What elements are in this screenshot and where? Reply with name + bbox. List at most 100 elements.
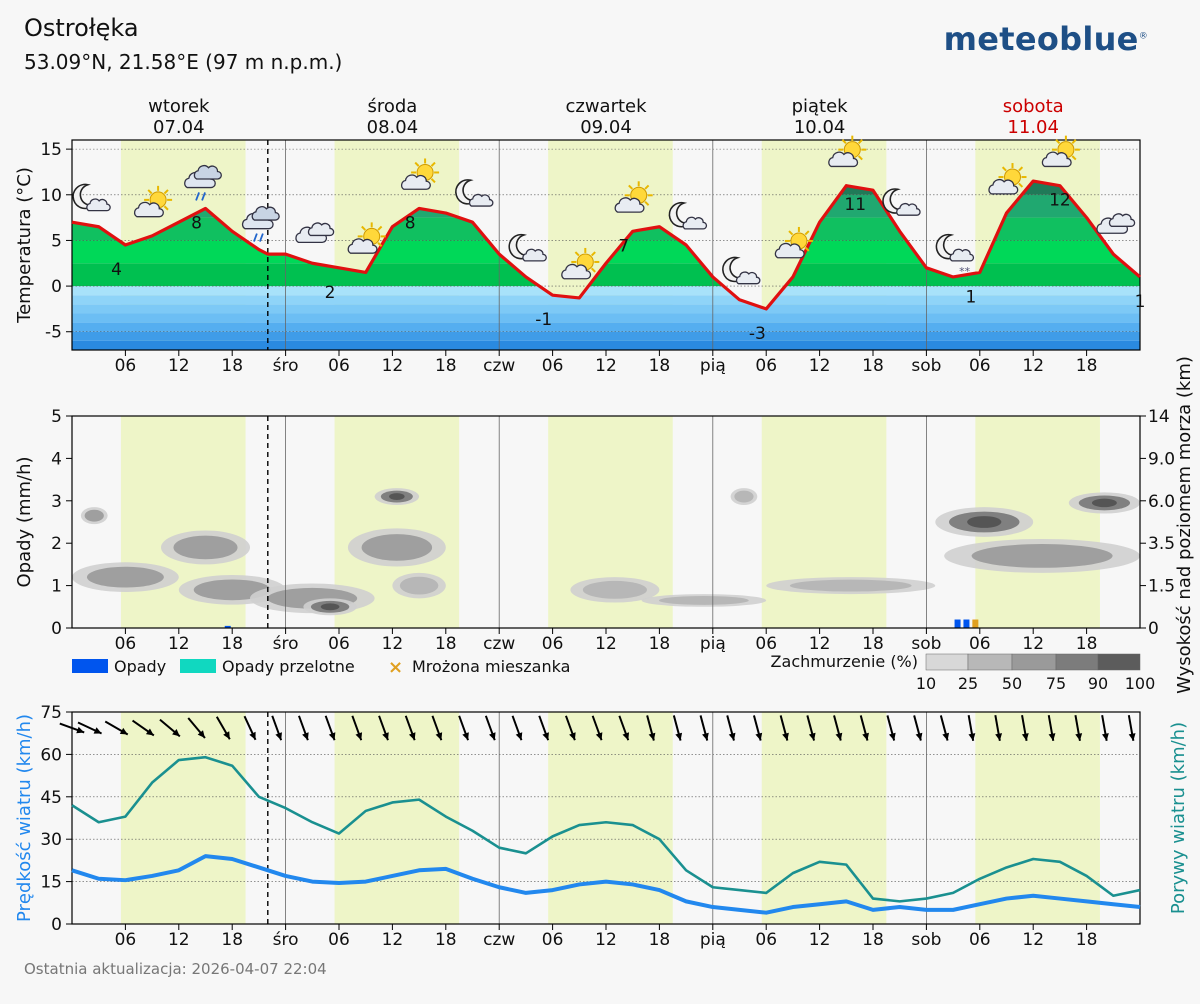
precip-bar <box>972 619 979 628</box>
precip-daylight-band <box>761 416 887 628</box>
rain-drop <box>195 192 200 201</box>
day-date: 10.04 <box>794 117 846 138</box>
wind-gust-y-axis-label: Porywy wiatru (km/h) <box>1168 722 1189 914</box>
sun-ray <box>163 205 169 211</box>
legend-swatch-precip <box>72 659 108 673</box>
wind-direction-arrow <box>104 720 129 736</box>
wind-speed-y-axis-label: Prędkość wiatru (km/h) <box>14 714 35 922</box>
cloud-icon <box>1096 213 1136 234</box>
wind-x-tick-label: 06 <box>328 930 350 950</box>
sun-cloud-icon <box>774 226 813 259</box>
temp-extreme-label: 4 <box>111 260 122 280</box>
cloud-legend-tick: 10 <box>916 674 936 693</box>
cloud-shape <box>614 197 645 213</box>
wind-direction-arrow <box>243 715 257 741</box>
temp-extreme-label: 8 <box>405 213 416 233</box>
arrow-head <box>702 732 709 741</box>
temp-y-tick-label: 10 <box>40 186 62 206</box>
sun-cloud-icon <box>400 158 440 190</box>
sun-ray <box>804 246 810 252</box>
moon-cloud-icon <box>668 201 708 230</box>
precip-x-tick-label: 18 <box>221 634 243 654</box>
sun-ray <box>590 251 596 257</box>
sun-ray <box>1018 166 1024 172</box>
altitude-y-axis-label: Wysokość nad poziomem morza (km) <box>1174 356 1195 694</box>
sun-ray <box>1071 155 1077 161</box>
meteoblue-logo[interactable]: meteoblue® <box>944 20 1148 58</box>
sun-ray <box>377 242 383 247</box>
precip-x-tick-label: 06 <box>755 634 777 654</box>
temp-x-tick-label: czw <box>483 356 515 376</box>
precip-y2-tick-label: 3.5 <box>1148 534 1175 554</box>
sun-ray <box>147 189 153 195</box>
arrow-head <box>542 732 549 741</box>
wind-x-tick-label: śro <box>273 930 299 950</box>
arrow-head <box>595 732 603 741</box>
arrow-head <box>119 727 128 735</box>
temp-x-tick-label: 12 <box>595 356 617 376</box>
arrow-head <box>888 732 896 741</box>
temp-extreme-label: 11 <box>844 195 866 215</box>
legend-label-precip: Opady <box>114 657 166 676</box>
precip-x-tick-label: 06 <box>969 634 991 654</box>
arrow-head <box>1048 733 1056 741</box>
temp-extreme-label: 1 <box>965 287 976 307</box>
sun-ray <box>1001 166 1007 172</box>
precip-y2-tick-label: 9.0 <box>1148 449 1175 469</box>
temp-extreme-label: -3 <box>749 324 766 344</box>
arrow-head <box>622 732 630 741</box>
arrow-head <box>782 732 789 741</box>
wind-x-tick-label: pią <box>700 930 726 950</box>
wind-direction-arrow <box>859 715 869 741</box>
cloud-shape <box>828 151 859 168</box>
temp-color-band <box>72 331 1140 341</box>
temp-y-tick-label: -5 <box>45 323 62 343</box>
sun-ray <box>804 230 810 236</box>
cloud-layer-core <box>1091 498 1117 508</box>
precip-x-tick-label: 18 <box>862 634 884 654</box>
sun-ray <box>430 178 436 184</box>
wind-y-tick-label: 60 <box>40 745 62 765</box>
day-name: wtorek <box>148 96 210 117</box>
moon-cloud-icon <box>455 179 494 207</box>
precip-x-tick-label: 06 <box>115 634 137 654</box>
cloud-legend-swatch <box>1097 653 1141 671</box>
wind-daylight-band <box>120 712 246 924</box>
cloud-shape <box>735 271 761 285</box>
precip-y2-tick-label: 6.0 <box>1148 492 1175 512</box>
temp-color-band <box>72 304 1140 314</box>
temp-x-tick-label: sob <box>911 356 941 376</box>
precip-y2-tick-label: 1.5 <box>1148 577 1175 597</box>
cloud-legend-swatch <box>967 653 1013 671</box>
wind-x-tick-label: 18 <box>862 930 884 950</box>
cloud-shape <box>86 198 111 212</box>
temp-y-tick-label: 15 <box>40 140 62 160</box>
precip-x-tick-label: 12 <box>382 634 404 654</box>
arrow-head <box>1101 733 1109 741</box>
wind-direction-arrow <box>752 715 763 741</box>
temp-x-tick-label: 12 <box>168 356 190 376</box>
legend-swatch-showers <box>180 659 216 673</box>
temp-x-tick-label: 18 <box>649 356 671 376</box>
sun-ray <box>414 161 420 167</box>
sun-ray <box>841 139 847 144</box>
temp-x-tick-label: 18 <box>221 356 243 376</box>
wind-direction-arrow <box>1101 715 1109 741</box>
wind-x-tick-label: czw <box>483 930 515 950</box>
sun-cloud-icon <box>561 247 600 280</box>
cloud-shape <box>133 201 164 218</box>
legend-swatch-frozen: × <box>388 657 403 678</box>
arrow-head <box>145 728 154 736</box>
precip-bar <box>224 625 231 628</box>
wind-direction-arrow <box>511 715 523 741</box>
cloud-shape <box>682 216 708 230</box>
cloud-legend-tick: 75 <box>1046 674 1066 693</box>
arrow-head <box>755 732 763 741</box>
wind-direction-arrow <box>591 715 603 741</box>
precip-x-tick-label: 18 <box>649 634 671 654</box>
day-date: 11.04 <box>1007 117 1059 138</box>
arrow-head <box>249 731 256 740</box>
arrow-head <box>808 732 816 741</box>
wind-direction-arrow <box>1021 715 1029 741</box>
precip-y-tick-label: 2 <box>51 534 62 554</box>
